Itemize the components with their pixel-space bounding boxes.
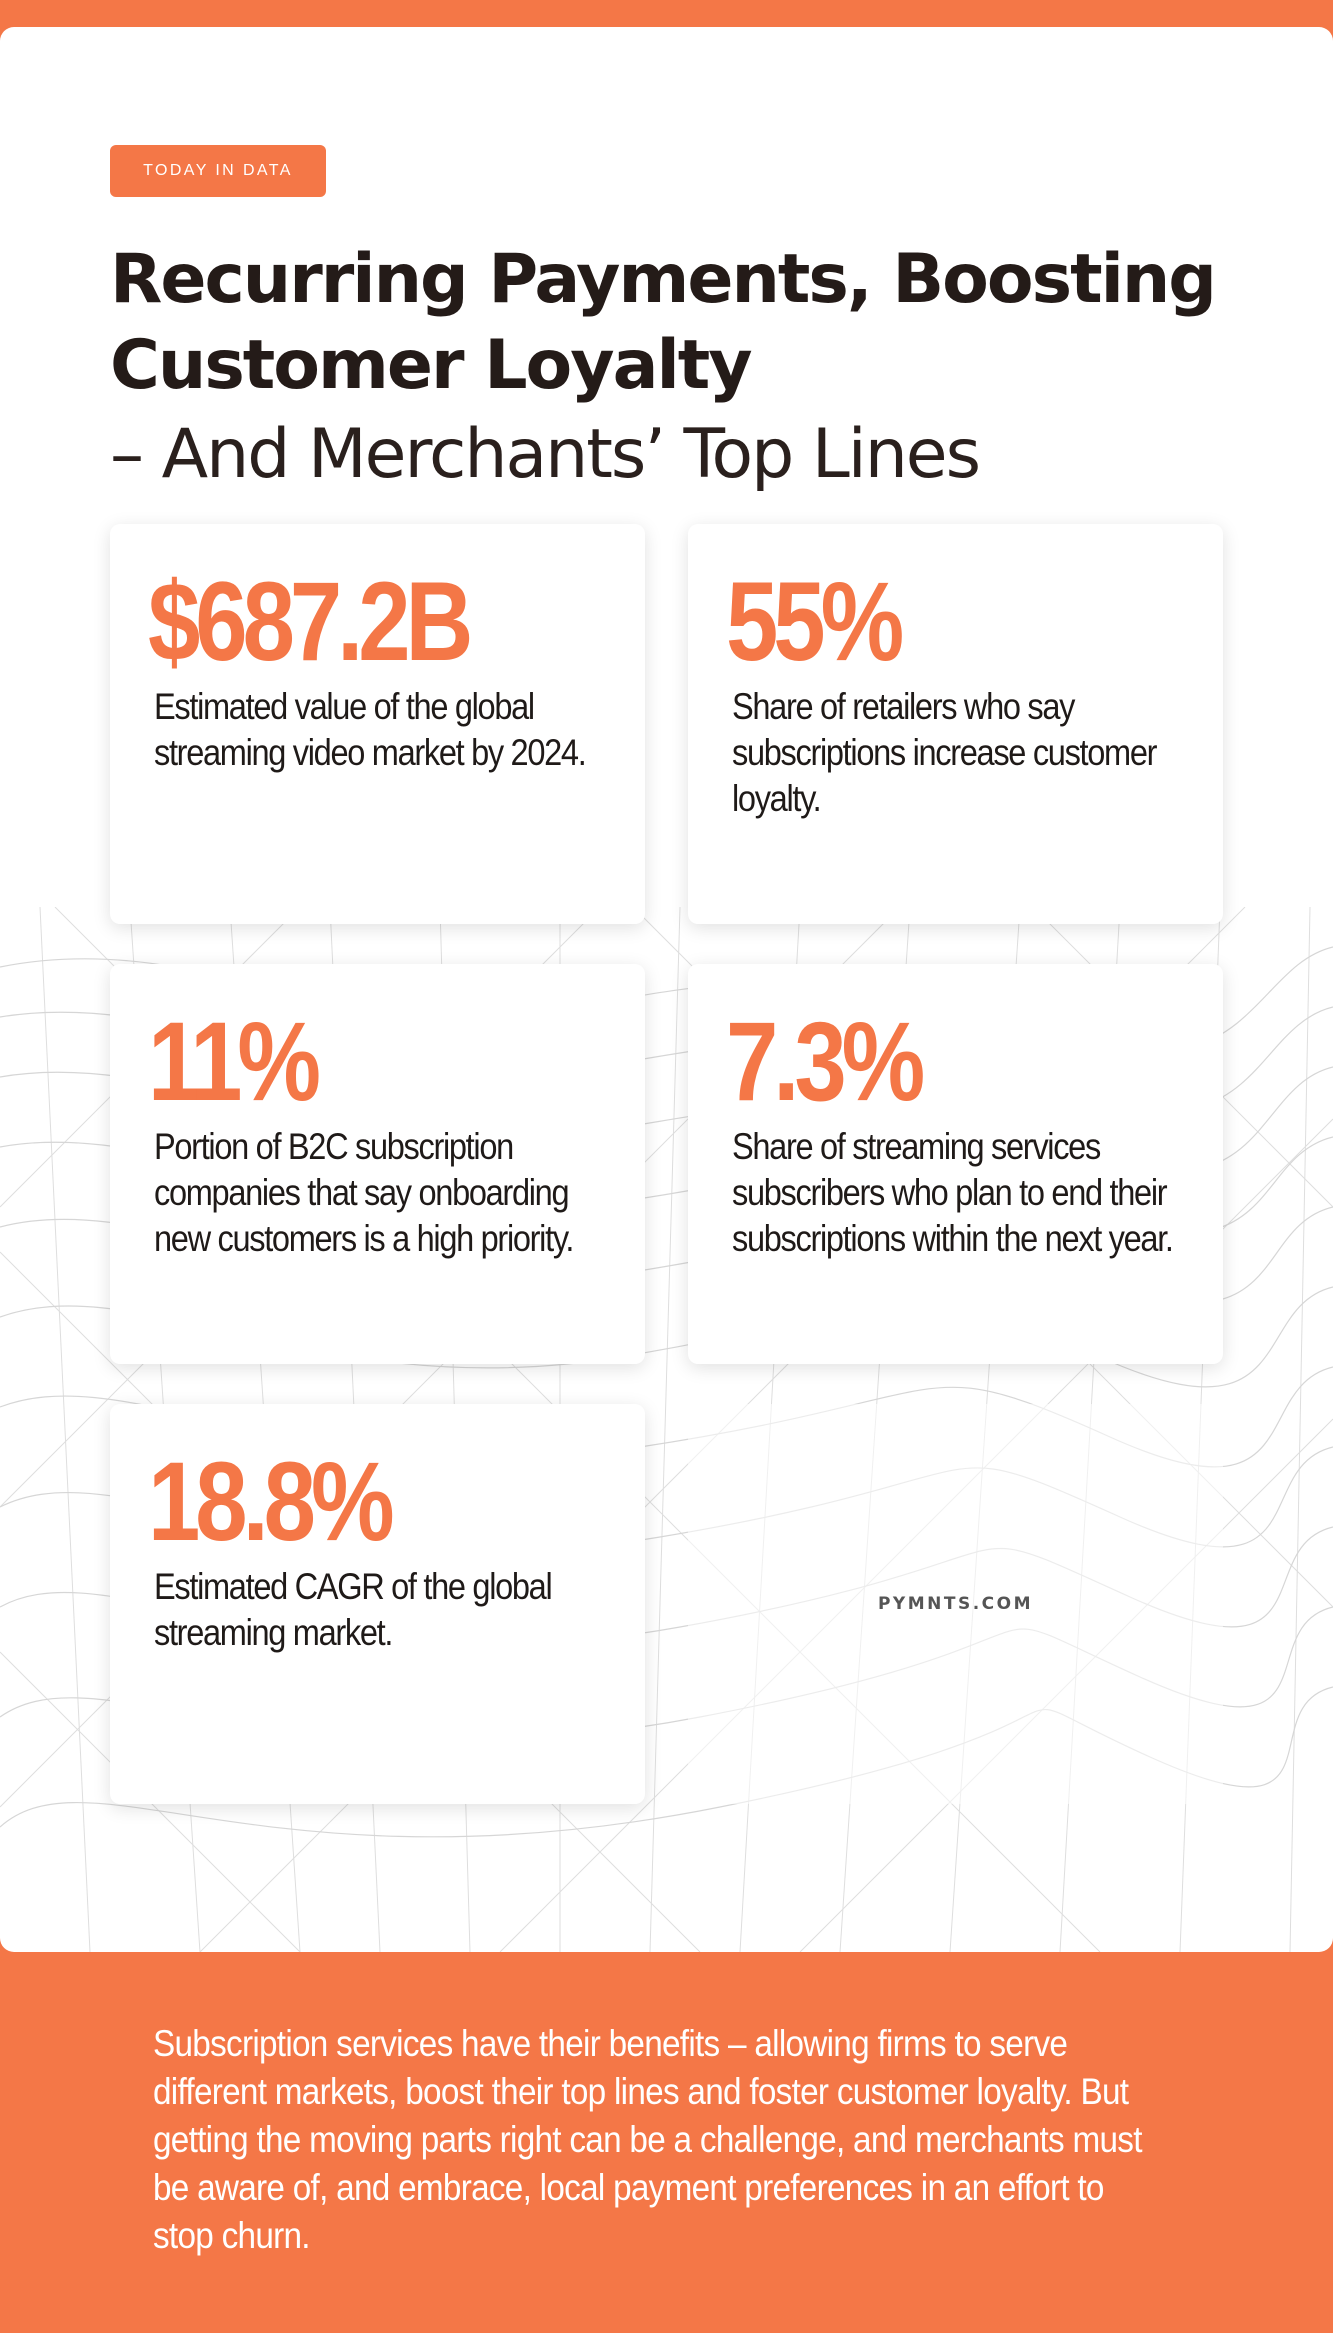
footer-summary: Subscription services have their benefit… — [153, 2023, 1142, 2256]
title-line-3: – And Merchants’ Top Lines — [110, 415, 981, 494]
title-line-1: Recurring Payments, Boosting — [110, 240, 1217, 319]
stat-description: Estimated value of the global streaming … — [154, 686, 587, 773]
stat-value: $687.2B — [148, 559, 473, 684]
today-in-data-tag: TODAY IN DATA — [110, 145, 326, 197]
content-panel: TODAY IN DATA Recurring Payments, Boosti… — [0, 27, 1333, 1952]
stat-value: 55% — [726, 559, 904, 684]
stat-value: 18.8% — [148, 1439, 395, 1564]
stat-description: Portion of B2C subscription companies th… — [154, 1126, 574, 1259]
stat-description: Share of streaming services subscribers … — [732, 1126, 1174, 1259]
top-accent-strip — [0, 0, 1333, 27]
stat-card-retailers-loyalty: 55% Share of retailers who say subscript… — [688, 524, 1223, 924]
stat-card-streaming-cagr: 18.8% Estimated CAGR of the global strea… — [110, 1404, 645, 1804]
stat-description: Estimated CAGR of the global streaming m… — [154, 1566, 553, 1653]
stat-card-streaming-value: $687.2B Estimated value of the global st… — [110, 524, 645, 924]
pymnts-logo-box: PYMNTS.COM — [688, 1404, 1223, 1804]
stat-value: 11% — [148, 999, 321, 1124]
stat-card-streaming-churn: 7.3% Share of streaming services subscri… — [688, 964, 1223, 1364]
pymnts-logo: PYMNTS.COM — [877, 1594, 1034, 1614]
stat-value: 7.3% — [726, 999, 925, 1124]
title-line-2: Customer Loyalty — [110, 326, 753, 405]
page-title: Recurring Payments, Boosting Customer Lo… — [110, 237, 1260, 501]
stat-card-b2c-onboarding: 11% Portion of B2C subscription companie… — [110, 964, 645, 1364]
stat-description: Share of retailers who say subscriptions… — [732, 686, 1157, 819]
